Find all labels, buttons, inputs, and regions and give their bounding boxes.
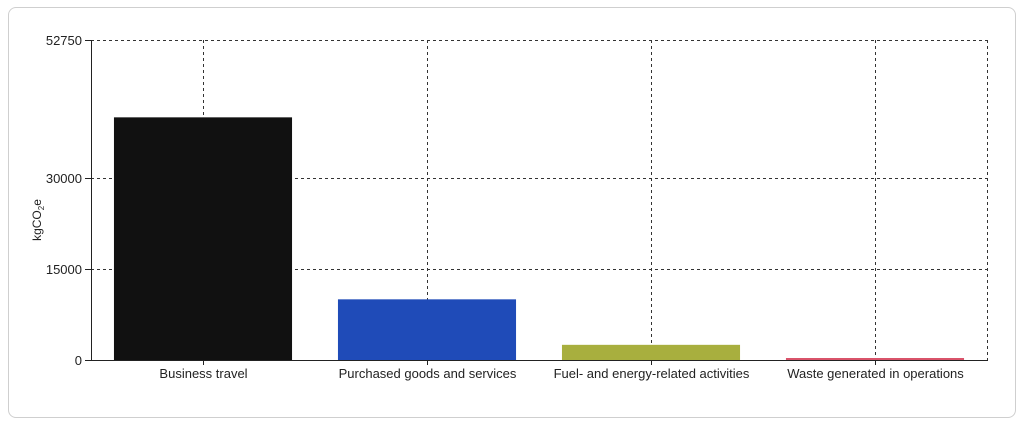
bar	[561, 344, 741, 360]
y-tick-label: 15000	[46, 262, 82, 277]
y-axis-label-tail: e	[30, 199, 44, 206]
x-ticks: Business travel Purchased goods and servi…	[159, 360, 964, 381]
x-tick-label: Purchased goods and services	[339, 366, 517, 381]
bars	[113, 117, 965, 360]
axes	[91, 40, 988, 361]
x-tick-label: Fuel- and energy-related activities	[554, 366, 750, 381]
bar	[337, 299, 517, 360]
bar	[785, 358, 965, 360]
y-tick-label: 0	[75, 353, 82, 368]
x-tick-label: Waste generated in operations	[787, 366, 964, 381]
y-tick-label: 52750	[46, 33, 82, 48]
y-ticks: 0 15000 30000 52750	[46, 33, 91, 368]
y-axis-label-base: kgCO	[30, 210, 44, 241]
x-tick-label: Business travel	[159, 366, 247, 381]
y-axis-label: kgCO2e	[30, 199, 46, 241]
y-tick-label: 30000	[46, 171, 82, 186]
bar	[113, 117, 293, 360]
y-axis-label-sub: 2	[37, 205, 46, 210]
